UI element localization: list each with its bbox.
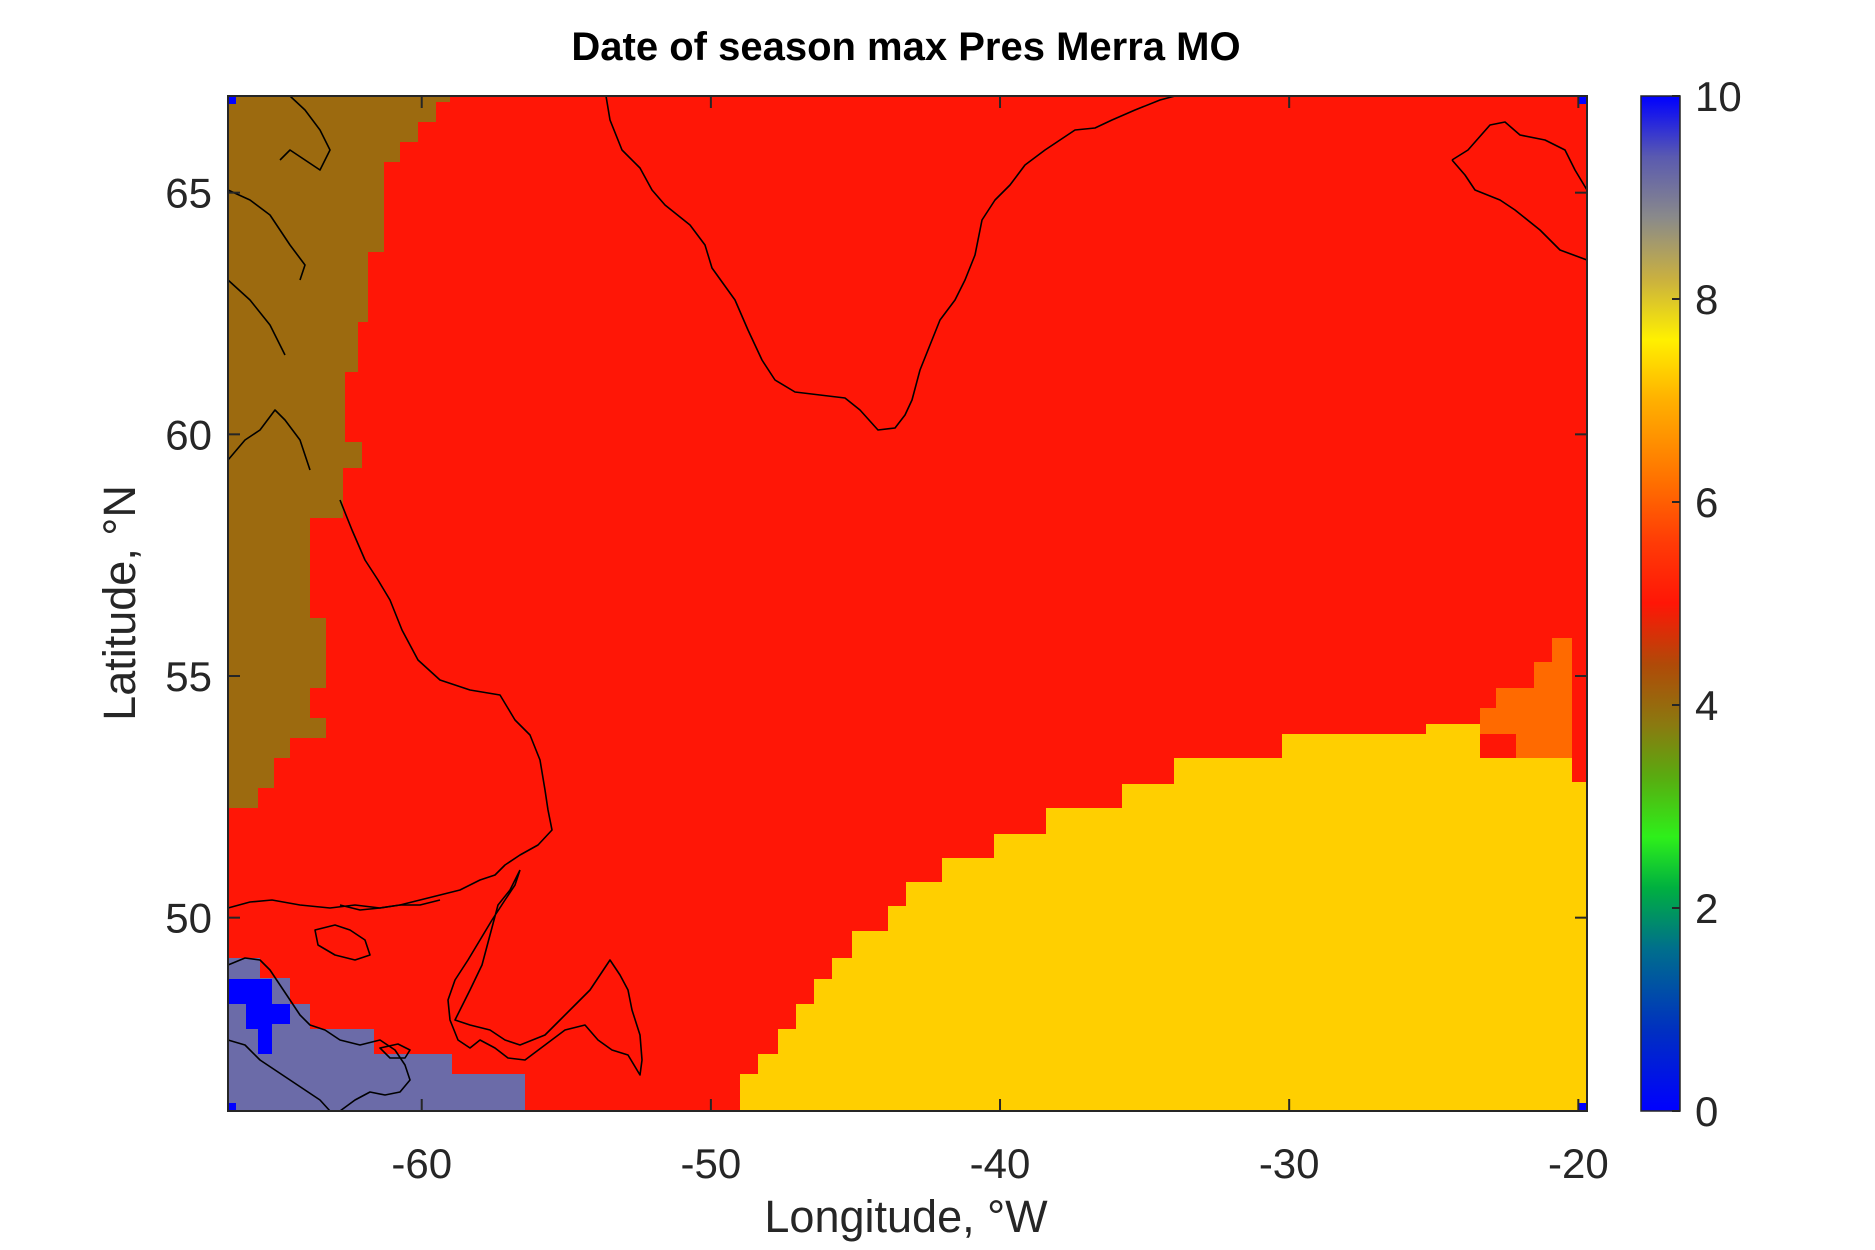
coastline-greenland xyxy=(605,95,1176,431)
x-axis-label: Longitude, °W xyxy=(764,1191,1048,1242)
coastline-pei xyxy=(379,1043,411,1059)
region-value-4 xyxy=(228,96,450,808)
colorbar: 0 2 4 6 8 10 xyxy=(1640,73,1742,1135)
y-tick-label: 65 xyxy=(165,170,212,217)
region-value-9 xyxy=(228,958,525,1111)
x-tick-label: -30 xyxy=(1259,1140,1320,1187)
x-axis: -60 -50 -40 -30 -20 xyxy=(391,96,1609,1187)
coastline-iceland xyxy=(1451,121,1588,261)
chart-title: Date of season max Pres Merra MO xyxy=(571,25,1240,69)
colorbar-gradient xyxy=(1640,95,1681,1112)
corner-cell-tl xyxy=(228,96,236,104)
y-tick-label: 55 xyxy=(165,653,212,700)
region-value-6 xyxy=(1480,638,1572,758)
coastline-newfoundland xyxy=(447,869,643,1076)
coastline-maritimes xyxy=(227,957,411,1112)
coastline-anticosti xyxy=(314,924,371,961)
x-tick-label: -60 xyxy=(391,1140,452,1187)
colorbar-tick-label: 4 xyxy=(1695,682,1718,729)
x-tick-label: -50 xyxy=(681,1140,742,1187)
x-tick-label: -20 xyxy=(1548,1140,1609,1187)
colorbar-ticks: 0 2 4 6 8 10 xyxy=(1672,73,1742,1135)
corner-cell-bl xyxy=(228,1103,236,1111)
x-tick-label: -40 xyxy=(970,1140,1031,1187)
colorbar-tick-label: 6 xyxy=(1695,479,1718,526)
corner-cell-tr xyxy=(1579,96,1587,104)
colorbar-tick-label: 0 xyxy=(1695,1088,1718,1135)
coastline-hudson-strait xyxy=(279,95,331,171)
y-axis: 50 55 60 65 xyxy=(165,170,1587,942)
coastline-baffin xyxy=(227,189,311,471)
map-plot-area xyxy=(227,95,1588,1112)
colorbar-tick-label: 8 xyxy=(1695,276,1718,323)
y-tick-label: 50 xyxy=(165,895,212,942)
colorbar-tick-label: 10 xyxy=(1695,73,1742,120)
coastline-labrador xyxy=(339,499,553,911)
region-value-10 xyxy=(228,979,290,1054)
coastlines xyxy=(227,95,1588,1112)
plot-frame xyxy=(227,95,1588,1112)
region-value-7 xyxy=(740,724,1587,1111)
y-tick-label: 60 xyxy=(165,411,212,458)
colorbar-tick-label: 2 xyxy=(1695,885,1718,932)
corner-cell-br xyxy=(1579,1103,1587,1111)
coastline-quebec xyxy=(227,899,441,909)
y-axis-label: Latitude, °N xyxy=(94,485,145,721)
